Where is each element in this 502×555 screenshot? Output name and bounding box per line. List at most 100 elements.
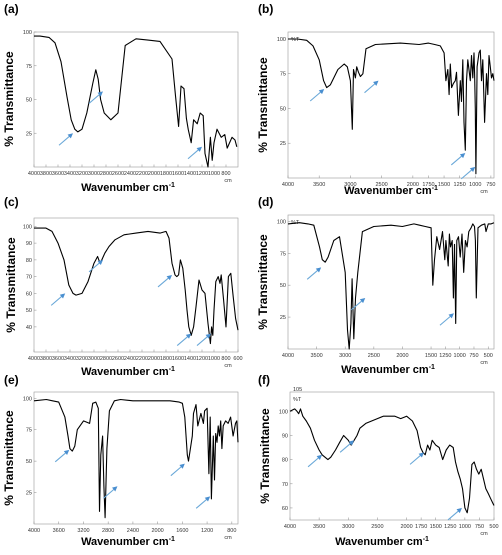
y-tick-label: 50 <box>26 308 32 314</box>
y-tick-label: 40 <box>26 325 32 331</box>
x-tick-label: 3400 <box>64 356 76 362</box>
y-tick-label: 100 <box>277 219 286 225</box>
x-tick-label: 4000 <box>282 182 294 188</box>
x-axis-title-sup: -1 <box>423 536 429 543</box>
arrow-head <box>448 313 454 319</box>
x-tick-label: 1000 <box>469 182 481 188</box>
peak-arrow <box>103 486 118 499</box>
x-tick-label: 3200 <box>77 528 89 534</box>
y-tick-label: 80 <box>26 258 32 264</box>
panel-e: (e) 100 75 50 25 4000 3600 3200 2800 2400 2000 1600… <box>2 373 239 548</box>
peak-arrow <box>157 274 172 288</box>
peak-arrow <box>350 297 366 311</box>
corner-tick-label: 105 <box>293 387 302 393</box>
x-tick-label: 750 <box>475 524 484 530</box>
x-tick-label: 3000 <box>88 356 100 362</box>
y-axis-title: % Transmittance <box>4 237 18 333</box>
spectrum-line <box>34 227 239 345</box>
plot-frame <box>287 214 495 350</box>
y-tick-label: 50 <box>280 106 286 112</box>
x-tick-label: 4000 <box>282 353 294 359</box>
x-tick-label: 1000 <box>454 353 466 359</box>
axis-unit-label: cm <box>480 360 488 366</box>
x-tick-label: 3600 <box>53 528 65 534</box>
arrow-head <box>63 449 70 455</box>
x-tick-label: 1600 <box>172 171 184 177</box>
x-tick-label: 4000 <box>28 528 40 534</box>
plot-frame <box>33 391 239 525</box>
x-tick-label: 3500 <box>310 353 322 359</box>
plot-frame <box>289 391 495 521</box>
x-axis-title-sup: -1 <box>169 366 175 373</box>
y-tick-label: 100 <box>279 409 288 415</box>
arrow-shaft <box>306 269 319 280</box>
x-tick-label: 4000 <box>284 524 296 530</box>
x-tick-label: 2000 <box>152 528 164 534</box>
x-tick-label: 500 <box>484 353 493 359</box>
panel-f: (f) 100 90 80 70 60 4000 3500 3000 2500 2000 1750 15… <box>258 373 499 548</box>
arrow-shaft <box>88 262 101 273</box>
peak-arrow <box>176 333 192 346</box>
x-tick-label: 2200 <box>136 356 148 362</box>
peak-arrow <box>306 267 322 280</box>
arrow-shaft <box>50 295 63 306</box>
peak-arrow <box>309 89 325 102</box>
x-axis-title-sup: -1 <box>429 364 435 371</box>
y-tick-label: 100 <box>23 30 32 36</box>
y-tick-label: 100 <box>23 224 32 230</box>
x-tick-label: 1800 <box>160 356 172 362</box>
y-axis-title: % Transmittance <box>258 408 272 504</box>
peak-arrow <box>58 133 73 146</box>
peak-arrow <box>460 166 476 180</box>
y-tick-label: 50 <box>26 459 32 465</box>
peak-arrow <box>339 440 355 453</box>
y-tick-label: 75 <box>280 251 286 257</box>
arrow-shaft <box>439 315 452 326</box>
arrow-head <box>459 152 466 159</box>
x-tick-label: 2000 <box>148 171 160 177</box>
arrow-head <box>316 454 323 460</box>
x-axis-title-main: Wavenumber cm <box>341 364 429 376</box>
x-axis-title: Wavenumber cm-1 <box>81 536 175 548</box>
x-tick-label: 750 <box>469 353 478 359</box>
peak-arrow <box>187 146 202 160</box>
spectrum-line <box>289 408 495 514</box>
spectrum-line <box>33 398 239 519</box>
x-tick-label: 2200 <box>136 171 148 177</box>
panel-label: (a) <box>4 2 19 16</box>
panel-c: (c) 100 90 80 70 60 50 40 4000 3800 3600 3400 3200 30… <box>4 195 243 378</box>
x-tick-label: 2800 <box>102 528 114 534</box>
peak-arrow <box>88 259 103 273</box>
arrow-head <box>97 91 103 97</box>
x-tick-label: 3200 <box>76 171 88 177</box>
peak-arrow <box>450 152 466 166</box>
arrow-shaft <box>364 82 376 94</box>
arrow-shaft <box>170 465 183 477</box>
panel-label: (f) <box>258 373 270 387</box>
x-tick-label: 3600 <box>52 171 64 177</box>
x-tick-label: 3200 <box>76 356 88 362</box>
y-tick-label: 50 <box>26 98 32 104</box>
y-axis-title: % Transmittance <box>2 410 16 506</box>
x-tick-label: 800 <box>221 356 230 362</box>
panel-label: (e) <box>4 373 19 387</box>
x-tick-label: 2600 <box>112 171 124 177</box>
arrow-shaft <box>176 335 189 346</box>
arrow-shaft <box>54 452 67 463</box>
x-tick-label: 1000 <box>459 524 471 530</box>
panel-a: (a) 100 75 50 25 4000 3800 3600 3400 3200 3000 2800… <box>2 2 239 194</box>
arrow-shaft <box>339 442 352 453</box>
y-tick-label: 60 <box>26 291 32 297</box>
arrow-shaft <box>58 135 71 146</box>
peak-arrow <box>54 449 70 463</box>
x-tick-label: 3400 <box>64 171 76 177</box>
arrow-shaft <box>187 148 200 160</box>
x-tick-label: 2800 <box>100 171 112 177</box>
x-tick-label: 1750 <box>422 182 434 188</box>
x-tick-label: 750 <box>486 182 495 188</box>
arrow-head <box>315 267 322 273</box>
peak-arrow <box>409 452 425 465</box>
peak-arrow <box>170 463 185 477</box>
unit-label: %T <box>293 397 302 403</box>
